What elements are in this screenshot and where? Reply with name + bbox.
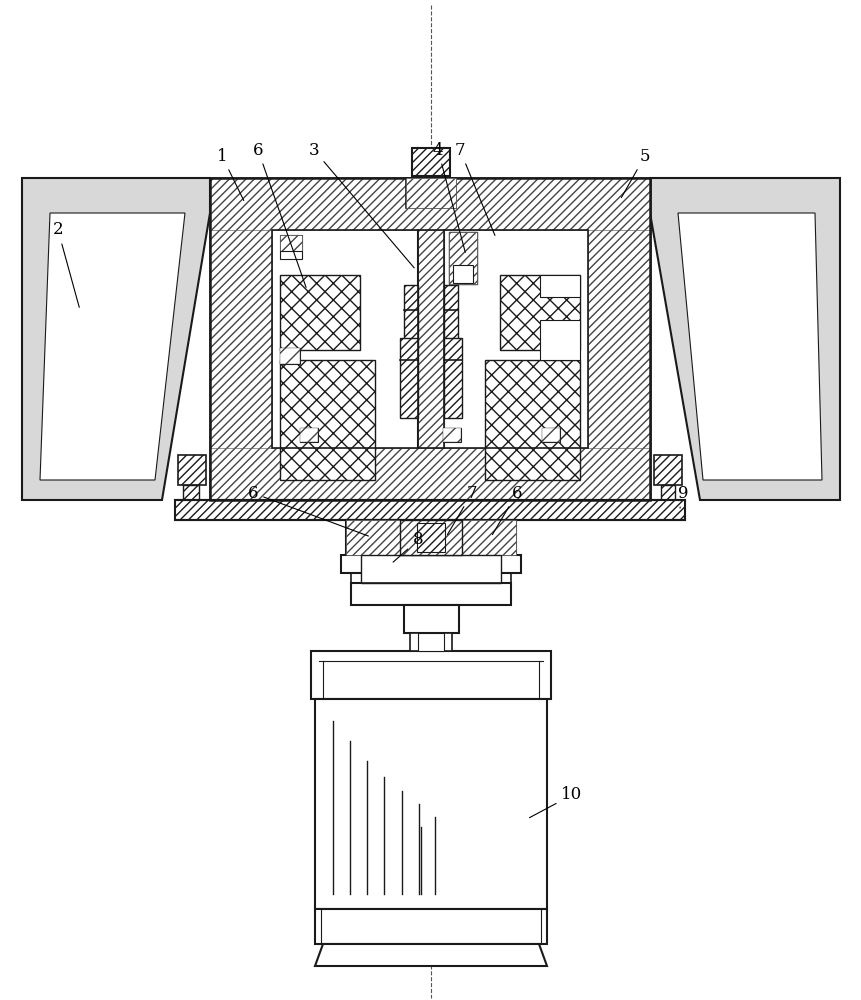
Bar bbox=[542, 428, 560, 442]
Polygon shape bbox=[210, 178, 272, 500]
Bar bbox=[542, 428, 560, 442]
Text: 3: 3 bbox=[308, 142, 414, 268]
Bar bbox=[280, 235, 301, 251]
Bar bbox=[314, 909, 547, 944]
Bar bbox=[210, 178, 649, 500]
Text: 5: 5 bbox=[621, 148, 649, 198]
Polygon shape bbox=[40, 213, 185, 480]
Bar bbox=[272, 230, 587, 448]
Bar bbox=[314, 699, 547, 909]
Bar bbox=[345, 520, 400, 555]
Bar bbox=[443, 428, 461, 442]
Bar bbox=[404, 285, 418, 340]
Text: 10: 10 bbox=[529, 786, 582, 818]
Bar bbox=[443, 338, 461, 418]
Bar bbox=[410, 633, 451, 651]
Bar bbox=[417, 523, 444, 552]
Bar bbox=[280, 348, 300, 364]
Text: 8: 8 bbox=[393, 532, 423, 562]
Bar bbox=[453, 265, 473, 283]
Bar bbox=[400, 520, 461, 555]
Bar bbox=[539, 320, 579, 360]
Bar bbox=[412, 148, 449, 176]
Bar bbox=[418, 230, 443, 448]
Polygon shape bbox=[649, 178, 839, 500]
Text: 4: 4 bbox=[432, 142, 465, 252]
Bar bbox=[653, 455, 681, 485]
Bar bbox=[280, 275, 360, 350]
Bar bbox=[175, 500, 684, 520]
Bar bbox=[311, 651, 550, 699]
Bar bbox=[280, 348, 300, 364]
Text: 7: 7 bbox=[454, 142, 494, 235]
Polygon shape bbox=[210, 178, 649, 230]
Bar bbox=[341, 555, 520, 573]
Polygon shape bbox=[22, 178, 210, 500]
Bar bbox=[280, 235, 301, 251]
Text: 1: 1 bbox=[216, 148, 244, 201]
Bar bbox=[449, 232, 476, 284]
Bar bbox=[280, 360, 375, 480]
Text: 2: 2 bbox=[53, 222, 79, 307]
Bar bbox=[406, 178, 455, 208]
Polygon shape bbox=[210, 448, 649, 500]
Bar bbox=[177, 455, 206, 485]
Bar bbox=[443, 285, 457, 340]
Bar bbox=[183, 485, 199, 503]
Bar bbox=[404, 605, 458, 633]
Bar bbox=[361, 555, 500, 583]
Bar bbox=[539, 275, 579, 297]
Bar bbox=[345, 520, 516, 555]
Bar bbox=[485, 360, 579, 480]
Text: 9: 9 bbox=[677, 485, 687, 508]
Bar bbox=[418, 633, 443, 651]
Text: 6: 6 bbox=[252, 142, 306, 287]
Bar bbox=[400, 520, 461, 555]
Bar bbox=[210, 178, 649, 500]
Polygon shape bbox=[587, 178, 649, 500]
Bar bbox=[300, 428, 318, 442]
Bar bbox=[280, 251, 301, 259]
Bar bbox=[449, 232, 476, 284]
Bar bbox=[406, 178, 455, 208]
Text: 7: 7 bbox=[447, 485, 477, 535]
Polygon shape bbox=[678, 213, 821, 480]
Bar bbox=[499, 275, 579, 350]
Bar bbox=[443, 428, 461, 442]
Bar bbox=[461, 520, 516, 555]
Bar bbox=[350, 583, 511, 605]
Bar bbox=[660, 485, 674, 503]
Text: 6: 6 bbox=[247, 485, 368, 536]
Bar bbox=[400, 338, 418, 418]
Bar bbox=[300, 428, 318, 442]
Text: 6: 6 bbox=[492, 485, 522, 535]
Polygon shape bbox=[314, 944, 547, 966]
